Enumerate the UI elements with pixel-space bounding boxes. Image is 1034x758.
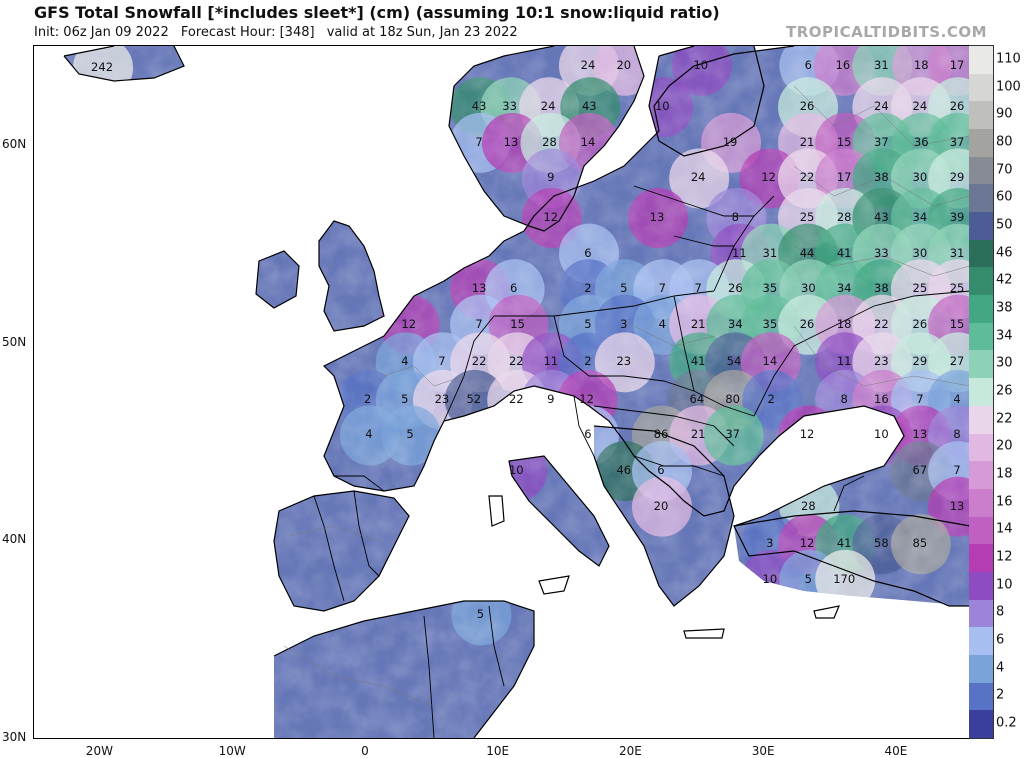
lon-label: 20W [85,744,113,758]
legend-swatch [969,322,993,351]
legend-swatch [969,101,993,130]
legend-label: 2 [996,687,1005,703]
color-legend [969,45,994,739]
legend-label: 80 [996,134,1013,150]
coastlines [63,46,970,738]
legend-swatch [969,46,993,75]
lon-label: 10E [486,744,510,758]
legend-label: 14 [996,521,1013,537]
legend-swatch [969,571,993,601]
legend-swatch [969,654,993,684]
legend-swatch [969,267,993,296]
legend-label: 110 [996,51,1021,67]
legend-swatch [969,488,993,518]
legend-swatch [969,461,993,490]
legend-swatch [969,156,993,185]
lat-label: 30N [2,730,27,744]
lat-label: 60N [2,136,27,151]
legend-label: 16 [996,494,1013,510]
legend-label: 6 [996,632,1005,648]
lat-label: 50N [2,334,27,349]
legend-label: 26 [996,383,1013,399]
legend-swatch [969,212,993,241]
legend-label: 0.2 [996,715,1017,731]
legend-swatch [969,73,993,102]
legend-swatch [969,627,993,656]
legend-label: 22 [996,411,1013,427]
lon-label: 0 [361,744,369,758]
legend-label: 50 [996,217,1013,233]
legend-swatch [969,184,993,213]
lon-label: 10W [218,744,246,758]
legend-label: 70 [996,162,1013,178]
snowfall-map[interactable] [33,45,971,739]
legend-label: 10 [996,577,1013,593]
legend-swatch [969,682,993,711]
legend-swatch [969,378,993,407]
valid-time: valid at 18z Sun, Jan 23 2022 [326,25,518,40]
legend-swatch [969,599,993,628]
legend-label: 34 [996,328,1013,344]
legend-label: 4 [996,660,1005,676]
legend-label: 60 [996,189,1013,205]
legend-label: 18 [996,466,1013,482]
lon-label: 30E [751,744,775,758]
map-subtitle: Init: 06z Jan 09 2022 Forecast Hour: [34… [34,25,526,40]
legend-label: 30 [996,355,1013,371]
legend-label: 12 [996,549,1013,565]
legend-swatch [969,129,993,158]
map-canvas [34,46,970,738]
forecast-hour: Forecast Hour: [348] [180,25,315,40]
legend-swatch [969,350,993,379]
legend-label: 90 [996,106,1013,122]
init-time: Init: 06z Jan 09 2022 [34,25,169,40]
legend-swatch [969,433,993,462]
legend-label: 20 [996,438,1013,454]
legend-label: 100 [996,79,1021,95]
legend-swatch [969,516,993,545]
legend-swatch [969,544,993,573]
country-borders [313,185,970,738]
legend-label: 42 [996,272,1013,288]
map-title: GFS Total Snowfall [*includes sleet*] (c… [34,3,720,22]
legend-label: 46 [996,245,1013,261]
brand-watermark: TROPICALTIDBITS.COM [786,23,987,41]
admin-borders [283,85,970,707]
legend-swatch [969,295,993,324]
lat-label: 40N [2,532,27,547]
legend-swatch [969,405,993,434]
legend-swatch [969,710,993,738]
legend-label: 8 [996,604,1005,620]
legend-swatch [969,239,993,268]
lon-label: 40E [884,744,908,758]
legend-label: 38 [996,300,1013,316]
lon-label: 20E [619,744,642,758]
